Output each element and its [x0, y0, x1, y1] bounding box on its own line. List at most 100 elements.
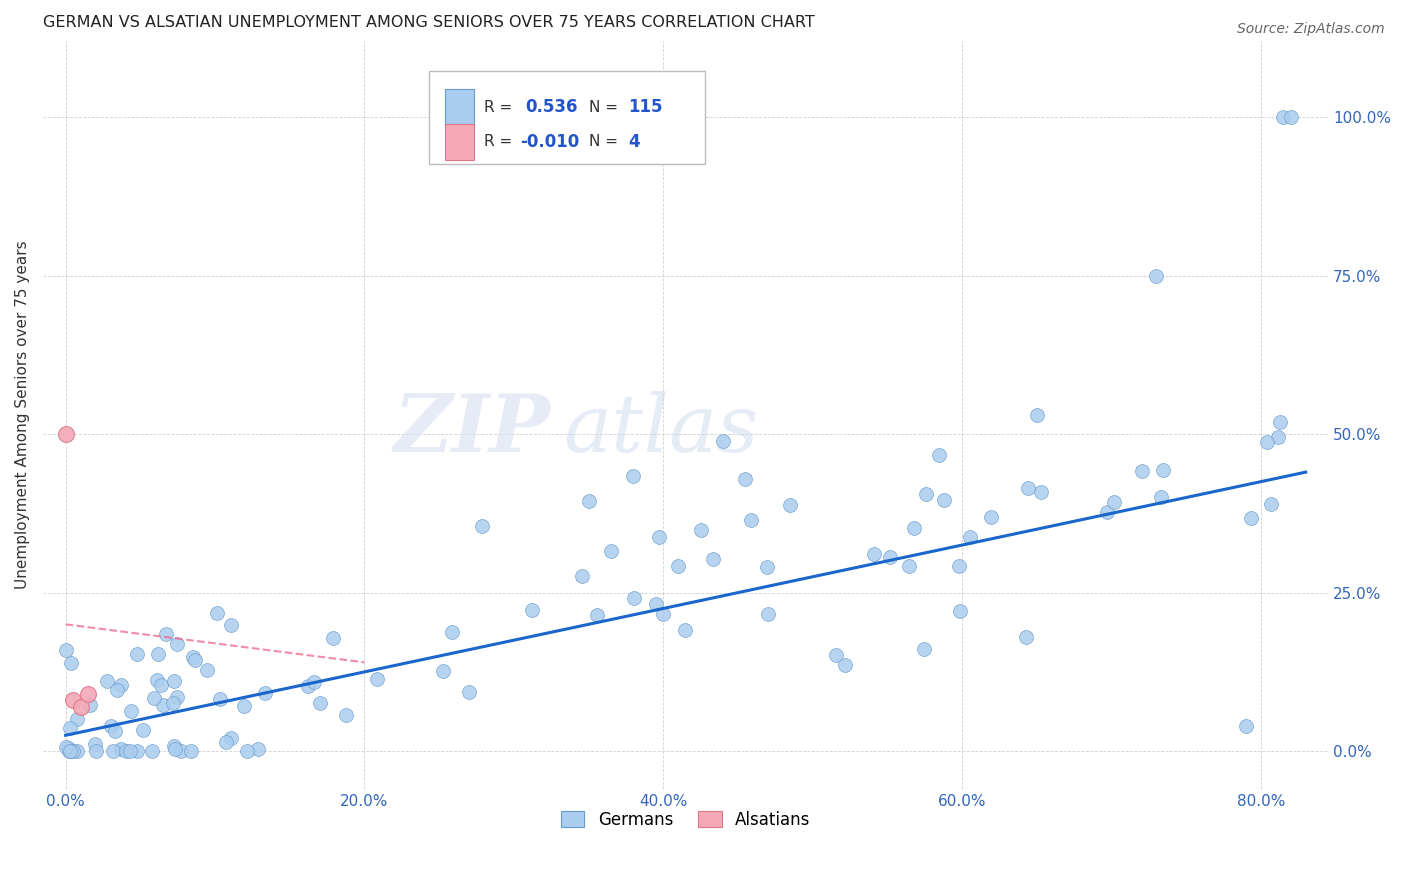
Point — [120, 744, 142, 758]
Point — [181, 650, 204, 665]
Point — [432, 664, 454, 678]
Point — [236, 744, 259, 758]
Point — [824, 648, 846, 663]
Text: atlas: atlas — [564, 392, 759, 469]
Point — [366, 672, 388, 686]
Point — [83, 738, 105, 752]
Point — [1256, 435, 1278, 450]
Text: R =: R = — [484, 100, 517, 115]
Point — [309, 697, 332, 711]
Point — [1095, 505, 1118, 519]
Point — [1267, 429, 1289, 443]
Point — [903, 521, 925, 535]
Point — [132, 723, 155, 737]
Point — [149, 678, 172, 692]
Point — [233, 699, 256, 714]
Point — [600, 543, 623, 558]
Text: 115: 115 — [628, 98, 662, 116]
FancyBboxPatch shape — [446, 89, 474, 125]
Point — [648, 530, 671, 544]
Point — [77, 687, 100, 701]
Point — [66, 712, 89, 726]
Point — [571, 569, 593, 583]
Point — [322, 631, 344, 645]
Point — [932, 492, 955, 507]
Y-axis label: Unemployment Among Seniors over 75 years: Unemployment Among Seniors over 75 years — [15, 241, 30, 590]
Point — [1240, 511, 1263, 525]
Point — [215, 734, 238, 748]
Point — [1025, 408, 1047, 422]
Point — [1149, 490, 1171, 504]
Point — [980, 509, 1002, 524]
Point — [110, 678, 132, 692]
Point — [623, 591, 645, 605]
Point — [207, 606, 229, 620]
Point — [335, 708, 357, 723]
Point — [180, 744, 202, 758]
Point — [1260, 497, 1282, 511]
Point — [141, 744, 163, 758]
Point — [675, 623, 697, 637]
Point — [165, 741, 187, 756]
Point — [1270, 415, 1292, 429]
Point — [127, 744, 149, 758]
Point — [834, 657, 856, 672]
Point — [1029, 485, 1052, 500]
Point — [897, 558, 920, 573]
Point — [297, 679, 319, 693]
Point — [948, 558, 970, 573]
Point — [62, 744, 84, 758]
Point — [166, 637, 188, 651]
Point — [879, 549, 901, 564]
Point — [863, 548, 886, 562]
Point — [58, 744, 80, 758]
Point — [458, 685, 481, 699]
Point — [586, 607, 609, 622]
FancyBboxPatch shape — [446, 124, 474, 160]
Point — [471, 518, 494, 533]
Point — [142, 690, 165, 705]
Point — [170, 744, 193, 758]
Point — [651, 607, 673, 622]
Text: N =: N = — [589, 134, 623, 149]
Point — [56, 740, 79, 755]
Point — [59, 721, 82, 735]
Point — [1279, 110, 1302, 124]
Point — [55, 739, 77, 754]
Point — [756, 559, 779, 574]
Point — [120, 704, 142, 718]
Point — [104, 723, 127, 738]
Point — [734, 472, 756, 486]
Point — [1152, 463, 1174, 477]
Legend: Germans, Alsatians: Germans, Alsatians — [553, 802, 818, 837]
Point — [219, 731, 242, 746]
Point — [59, 744, 82, 758]
Point — [711, 434, 734, 448]
Point — [55, 427, 77, 442]
Point — [96, 674, 118, 689]
Point — [914, 487, 936, 501]
Point — [101, 744, 124, 758]
Point — [779, 498, 801, 512]
Point — [702, 552, 724, 566]
Point — [1144, 268, 1167, 283]
Point — [100, 719, 122, 733]
Point — [127, 647, 149, 661]
Point — [79, 698, 101, 712]
Point — [209, 692, 232, 706]
Point — [162, 696, 184, 710]
Point — [666, 558, 689, 573]
Point — [62, 693, 84, 707]
Point — [756, 607, 779, 621]
Point — [1272, 110, 1295, 124]
Point — [959, 530, 981, 544]
Point — [1014, 630, 1036, 644]
Point — [1234, 719, 1257, 733]
Point — [302, 674, 325, 689]
Point — [440, 625, 463, 640]
Point — [183, 653, 205, 667]
Point — [644, 597, 666, 611]
Point — [163, 674, 186, 689]
Point — [912, 642, 935, 657]
Text: R =: R = — [484, 134, 517, 149]
